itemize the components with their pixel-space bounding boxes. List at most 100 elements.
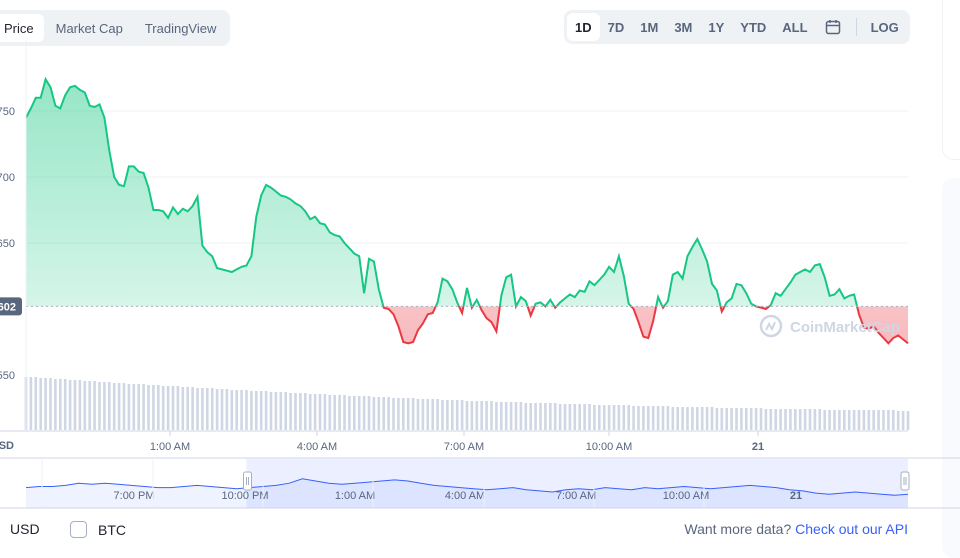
volume-bar	[720, 408, 724, 430]
volume-bar	[367, 396, 371, 430]
navigator-handle-left[interactable]	[243, 471, 252, 491]
volume-bar	[730, 408, 733, 430]
navigator-tick-label: 10:00 AM	[663, 490, 709, 502]
volume-bar	[612, 405, 616, 430]
volume-bar	[441, 400, 444, 430]
volume-bar	[642, 406, 645, 430]
y-tick-label: 750	[0, 106, 15, 118]
volume-bar	[206, 388, 209, 430]
line-down	[382, 306, 909, 345]
volume-bar	[651, 406, 655, 430]
volume-bar	[73, 380, 77, 430]
volume-bar	[117, 383, 121, 430]
volume-bar	[475, 401, 479, 430]
volume-bar	[157, 385, 160, 430]
currency-btc[interactable]: BTC	[70, 521, 126, 538]
volume-bar	[485, 401, 488, 430]
range-navigator[interactable]: 7:00 PM 10:00 PM 1:00 AM 4:00 AM 7:00 AM 10:0…	[0, 457, 960, 509]
volume-bar	[558, 404, 562, 430]
volume-bar	[583, 404, 586, 430]
volume-bar	[887, 410, 890, 430]
volume-bar	[357, 396, 361, 430]
volume-bar	[274, 392, 278, 430]
volume-bar	[661, 406, 665, 430]
volume-bar	[808, 409, 812, 430]
volume-bar	[789, 409, 792, 430]
side-panel-card	[942, 0, 960, 160]
volume-bar	[784, 409, 787, 430]
volume-bar	[500, 402, 503, 430]
volume-bar	[39, 378, 42, 430]
volume-bar	[304, 393, 307, 430]
volume-bar	[573, 404, 577, 430]
volume-bar	[504, 402, 508, 430]
btc-checkbox[interactable]	[70, 521, 87, 538]
volume-bar	[137, 384, 140, 430]
volume-bar	[34, 377, 38, 430]
volume-bar	[705, 407, 709, 430]
volume-bar	[563, 404, 567, 430]
log-scale-toggle[interactable]: LOG	[870, 19, 899, 35]
volume-bar	[833, 410, 836, 430]
api-promo: Want more data? Check out our API	[684, 521, 908, 537]
volume-bar	[318, 394, 322, 430]
volume-bar	[495, 402, 498, 430]
range-7d[interactable]: 7D	[607, 19, 625, 35]
tab-price[interactable]: Price	[0, 14, 44, 42]
volume-bar	[852, 410, 856, 430]
volume-bar	[656, 406, 660, 430]
navigator-line	[25, 478, 909, 496]
x-tick-label: 21	[752, 441, 764, 453]
volume-bar	[451, 400, 454, 430]
volume-bar	[534, 403, 537, 430]
volume-bar	[857, 410, 861, 430]
navigator-tick-label: 1:00 AM	[335, 490, 375, 502]
navigator-handle-right[interactable]	[900, 471, 910, 491]
time-range-tabs: 1D 7D 1M 3M 1Y YTD ALL LOG	[564, 10, 910, 44]
volume-bar	[49, 378, 52, 430]
range-1m[interactable]: 1M	[640, 19, 659, 35]
range-1d[interactable]: 1D	[567, 13, 600, 41]
volume-bar	[524, 403, 528, 430]
volume-bar	[59, 379, 62, 430]
volume-bar	[901, 411, 905, 430]
tab-tradingview[interactable]: TradingView	[144, 20, 217, 36]
volume-bar	[568, 404, 572, 430]
volume-bar	[602, 405, 606, 430]
volume-bar	[671, 407, 675, 430]
range-3m[interactable]: 3M	[674, 19, 693, 35]
price-chart[interactable]: 602 CoinMarketCap 650 700 750 550 USD 1:00 A…	[0, 0, 960, 540]
volume-bar	[63, 379, 67, 430]
volume-bar	[166, 386, 170, 430]
volume-bar	[171, 386, 175, 430]
volume-bar	[112, 383, 116, 430]
volume-bar	[264, 391, 268, 430]
volume-bar	[588, 404, 591, 430]
volume-bar	[622, 405, 626, 430]
volume-bar	[279, 392, 283, 430]
volume-bar	[514, 402, 518, 430]
volume-bar	[289, 393, 292, 430]
volume-bar	[93, 381, 96, 430]
volume-bar	[710, 407, 714, 430]
volume-bar	[142, 384, 145, 430]
divider	[855, 18, 857, 36]
volume-bar	[627, 405, 630, 430]
volume-bar	[343, 395, 346, 430]
volume-bar	[764, 409, 768, 430]
volume-bar	[549, 403, 552, 430]
calendar-icon[interactable]	[816, 13, 850, 41]
y-tick-label: 550	[0, 370, 15, 382]
api-link[interactable]: Check out our API	[795, 521, 908, 537]
range-all[interactable]: ALL	[782, 19, 808, 35]
volume-bar	[529, 403, 532, 430]
range-1y[interactable]: 1Y	[708, 19, 725, 35]
volume-bar	[377, 397, 381, 430]
volume-bar	[426, 399, 430, 430]
range-ytd[interactable]: YTD	[740, 19, 767, 35]
volume-bar	[896, 411, 900, 430]
volume-bar	[348, 396, 351, 430]
tab-market-cap[interactable]: Market Cap	[55, 20, 123, 36]
volume-bar	[259, 391, 263, 430]
currency-usd[interactable]: USD	[10, 521, 40, 537]
